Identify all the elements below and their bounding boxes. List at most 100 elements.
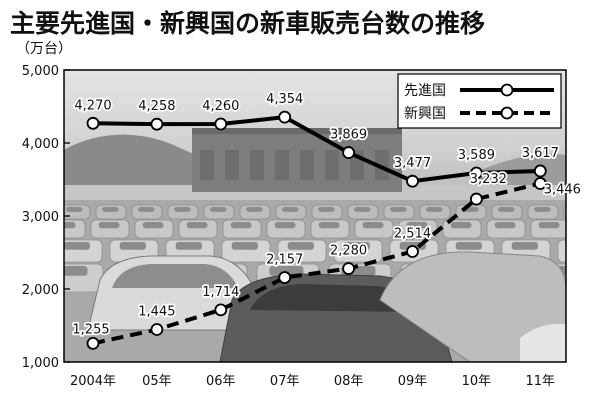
y-tick-label: 3,000: [22, 210, 59, 225]
data-point: [150, 117, 164, 131]
car-window: [210, 207, 227, 212]
data-point: [278, 271, 292, 284]
building-window: [225, 150, 239, 180]
data-label: 1,255: [72, 322, 109, 337]
y-tick-label: 1,000: [22, 356, 59, 371]
car-window: [287, 242, 314, 250]
car-window: [450, 222, 472, 229]
x-tick-label: 07年: [270, 374, 300, 389]
data-label: 4,354: [266, 92, 303, 107]
car-window: [175, 242, 202, 250]
data-point: [150, 323, 164, 336]
data-label: 1,445: [138, 305, 175, 320]
x-tick-label: 06年: [206, 374, 236, 389]
car-window: [343, 242, 370, 250]
data-label-halo: 2,514: [394, 226, 431, 241]
car-window: [362, 222, 384, 229]
data-label-halo: 1,445: [138, 305, 175, 320]
building-window: [250, 150, 264, 180]
data-point: [533, 177, 547, 190]
car-window: [64, 222, 76, 229]
car-window: [102, 207, 119, 212]
parked-car: [563, 205, 566, 219]
building-window: [300, 150, 314, 180]
car-window: [534, 207, 551, 212]
y-axis-unit-label: （万台）: [16, 41, 72, 57]
data-label-halo: 3,477: [394, 156, 431, 171]
data-point: [406, 174, 419, 188]
data-label-halo: 3,869: [330, 128, 367, 143]
car-window: [538, 222, 560, 229]
data-label: 4,270: [74, 98, 111, 113]
data-label: 3,617: [522, 146, 559, 161]
data-label-halo: 4,354: [266, 92, 303, 107]
data-label: 3,869: [330, 128, 367, 143]
car-window: [269, 266, 304, 276]
data-label: 3,232: [470, 172, 507, 187]
data-label-halo: 3,589: [458, 148, 495, 163]
data-point: [533, 164, 547, 178]
car-window: [64, 242, 90, 250]
data-label-halo: 2,280: [330, 244, 367, 259]
data-label-halo: 1,255: [72, 322, 109, 337]
legend-label: 先進国: [404, 83, 446, 99]
building: [192, 128, 402, 192]
car-window: [64, 266, 88, 276]
chart-title: 主要先進国・新興国の新車販売台数の推移: [10, 9, 486, 38]
data-label: 2,514: [394, 226, 431, 241]
y-tick-label: 4,000: [22, 137, 59, 152]
car-window: [494, 222, 516, 229]
car-window: [354, 207, 371, 212]
data-point: [278, 110, 292, 124]
car-window: [230, 222, 252, 229]
car-window: [318, 222, 340, 229]
building-window: [375, 150, 389, 180]
legend-marker: [500, 106, 514, 120]
axes: 1,000 2,000 3,000 4,000 5,000 2004年 05年 06年 07年 0…: [22, 64, 567, 389]
data-label-halo: 3,232: [470, 172, 507, 187]
data-label-halo: 2,157: [266, 253, 303, 268]
car-windshield: [112, 264, 238, 288]
data-label-halo: 4,270: [74, 98, 111, 113]
data-point: [214, 117, 228, 131]
data-label: 3,589: [458, 148, 495, 163]
background-photo: [64, 70, 594, 362]
car-window: [426, 207, 443, 212]
car-window: [318, 207, 335, 212]
car-window: [186, 222, 208, 229]
building-window: [325, 150, 339, 180]
data-point: [214, 303, 228, 317]
series-layer: [86, 110, 547, 350]
data-label: 3,446: [544, 182, 581, 197]
data-point: [406, 245, 419, 258]
x-tick-label: 08年: [334, 374, 364, 389]
car-window: [406, 222, 428, 229]
data-point: [342, 262, 356, 275]
car-window: [98, 222, 120, 229]
car-window: [568, 242, 594, 250]
data-point: [342, 146, 356, 159]
building-window: [200, 150, 214, 180]
building-roof: [192, 128, 402, 134]
car-window: [246, 207, 263, 212]
parked-car: [557, 239, 566, 263]
data-label-halo: 4,260: [202, 99, 239, 114]
car-window: [498, 207, 515, 212]
car-window: [282, 207, 299, 212]
car-window: [274, 222, 296, 229]
data-label-halo: 1,714: [202, 285, 239, 300]
y-tick-label: 5,000: [22, 64, 59, 79]
data-label: 2,157: [266, 253, 303, 268]
series-line-emerging: [92, 181, 541, 346]
data-label-halo: 3,446: [544, 182, 581, 197]
car-window: [138, 207, 155, 212]
car-window: [570, 207, 587, 212]
x-tick-label: 2004年: [70, 374, 116, 389]
data-label: 1,714: [202, 285, 239, 300]
data-label-halo: 4,258: [138, 99, 175, 114]
data-label: 3,477: [394, 156, 431, 171]
data-point: [469, 166, 483, 180]
